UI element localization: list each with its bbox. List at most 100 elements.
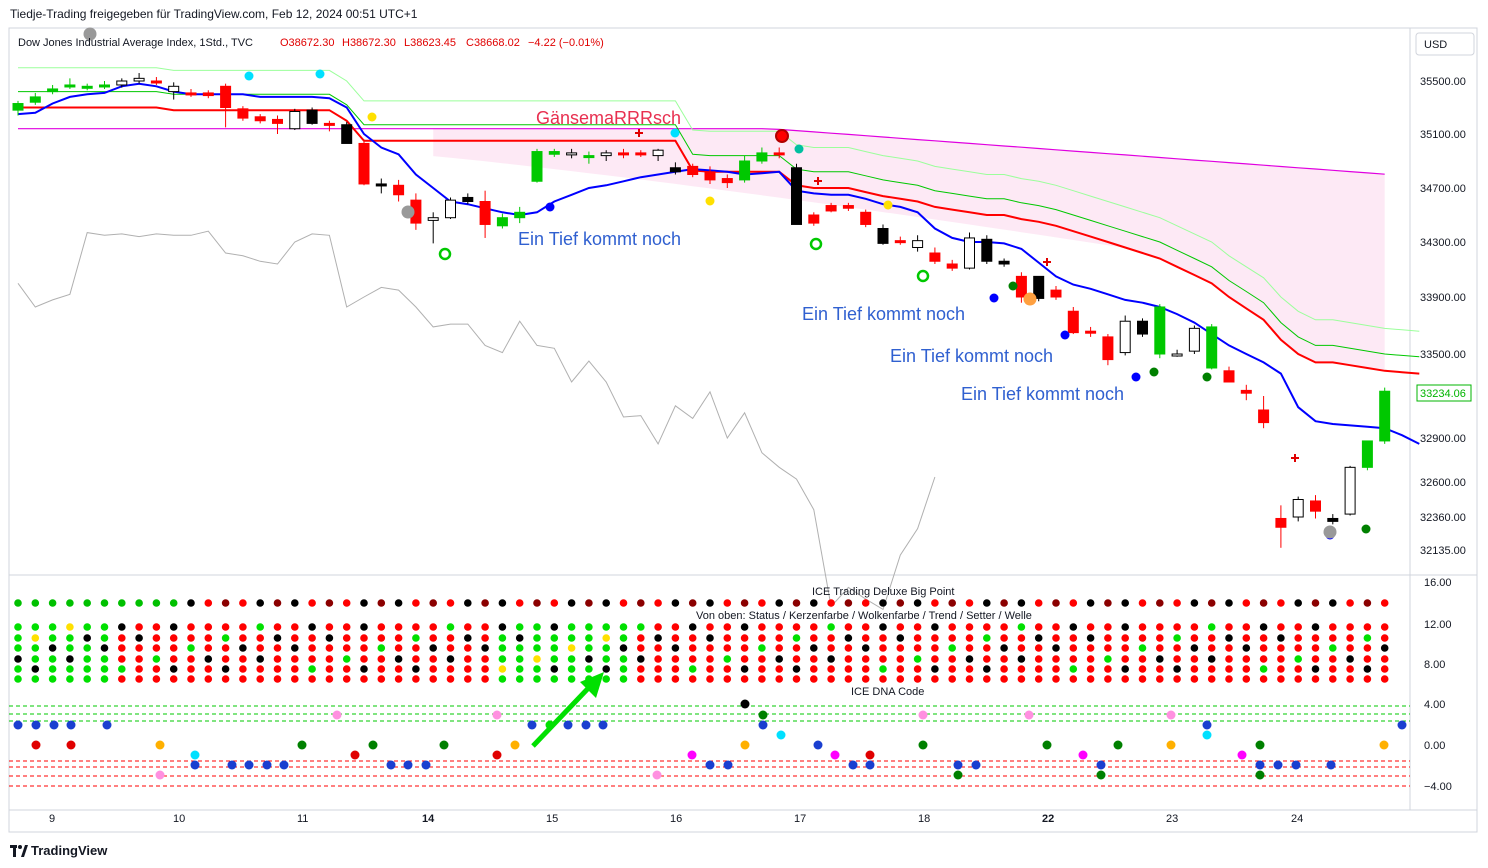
matrix-dot (1156, 599, 1164, 607)
candle-body (12, 103, 24, 111)
matrix-dot (965, 655, 974, 663)
candle-body (47, 88, 59, 93)
matrix-dot (464, 644, 472, 652)
matrix-dot (221, 634, 230, 642)
matrix-dot (671, 623, 680, 631)
matrix-dot (377, 623, 386, 631)
candle-body (1361, 440, 1373, 468)
matrix-dot (360, 623, 368, 631)
matrix-dot (308, 655, 316, 663)
tradingview-brand: TradingView (31, 843, 108, 858)
candlesticks[interactable] (12, 73, 1391, 548)
matrix-dot (827, 623, 835, 631)
candle (237, 106, 249, 121)
matrix-dot (204, 644, 213, 652)
matrix-dot (1104, 623, 1112, 631)
matrix-dot (861, 675, 870, 683)
dna-dot (386, 760, 396, 770)
signal-dot-marker (1131, 372, 1141, 382)
matrix-dot (550, 655, 559, 663)
tradingview-footer[interactable]: TradingView (10, 843, 107, 858)
matrix-dot (740, 634, 749, 642)
candle (566, 148, 578, 159)
ohlc-value: −4.22 (−0.01%) (528, 37, 604, 49)
matrix-dot (810, 655, 818, 663)
matrix-dot (1000, 665, 1008, 673)
matrix-dot (671, 665, 680, 673)
indicator-lines (17, 67, 1420, 611)
candle-body (1275, 517, 1287, 528)
red-cross-marker (1291, 454, 1299, 462)
matrix-tick-label: 8.00 (1424, 659, 1445, 671)
matrix-dot (1000, 623, 1008, 631)
matrix-dot (948, 634, 956, 642)
candle-body (272, 118, 283, 124)
matrix-dot (1086, 665, 1095, 673)
dna-dot (652, 770, 662, 780)
signal-dot-marker (670, 128, 680, 138)
ohlc-value: C38668.02 (466, 37, 520, 49)
matrix-dot (83, 655, 91, 663)
matrix-dot (637, 665, 645, 673)
price-axis[interactable]: 35500.00 35100.00 34700.00 34300.00 33900.00… (1415, 32, 1475, 557)
time-axis[interactable]: 9 10 11 14 15 16 17 18 22 23 24 (49, 813, 1303, 825)
symbol-title: Dow Jones Industrial Average Index, 1Std… (18, 37, 253, 49)
dna-dot (953, 770, 963, 780)
matrix-dot (446, 599, 455, 607)
matrix-dot (239, 665, 247, 673)
matrix-dot (135, 634, 143, 642)
matrix-dot (1311, 634, 1320, 642)
candle (704, 166, 716, 184)
candle (185, 88, 197, 97)
matrix-dot (498, 665, 507, 673)
matrix-dot (31, 623, 40, 631)
matrix-dot (602, 599, 610, 607)
matrix-dot (965, 644, 974, 652)
matrix-dot (619, 655, 628, 663)
matrix-dot (273, 599, 282, 607)
matrix-dot (14, 599, 22, 607)
candle-body (825, 205, 837, 212)
matrix-dot (792, 623, 801, 631)
matrix-dot (66, 655, 74, 663)
matrix-dot (446, 623, 455, 631)
matrix-dot (66, 644, 74, 652)
matrix-dot (360, 599, 368, 607)
candle (860, 209, 872, 228)
matrix-dot (1259, 623, 1268, 631)
ohlc-value: H38672.30 (342, 37, 396, 49)
candle-body (514, 211, 526, 219)
matrix-dot (533, 655, 541, 663)
matrix-dot (325, 644, 334, 652)
matrix-dot (827, 634, 835, 642)
candle (652, 148, 664, 161)
matrix-dot (1294, 599, 1302, 607)
senkou-span-a-line (18, 128, 1385, 175)
matrix-dot (758, 644, 766, 652)
candle (929, 247, 941, 264)
dna-dot (776, 730, 786, 740)
matrix-dot (810, 665, 818, 673)
matrix-dot (1329, 644, 1337, 652)
matrix-dot (827, 644, 835, 652)
dna-dot (758, 710, 768, 720)
matrix-dot (187, 623, 195, 631)
candle (1258, 396, 1270, 429)
matrix-dot (342, 623, 351, 631)
candle-body (877, 228, 889, 244)
candle (272, 115, 283, 134)
matrix-dot (585, 644, 593, 652)
matrix-dot (1138, 599, 1147, 607)
dna-tick-label: 0.00 (1424, 740, 1445, 752)
matrix-dot (1207, 655, 1216, 663)
matrix-dot (671, 675, 680, 683)
candle (220, 83, 232, 128)
matrix-dot (152, 644, 161, 652)
matrix-dot (1190, 644, 1199, 652)
candle-body (1137, 320, 1148, 335)
matrix-dot (377, 655, 386, 663)
matrix-dot (758, 675, 766, 683)
matrix-dot (585, 655, 593, 663)
matrix-dot (1034, 665, 1043, 673)
